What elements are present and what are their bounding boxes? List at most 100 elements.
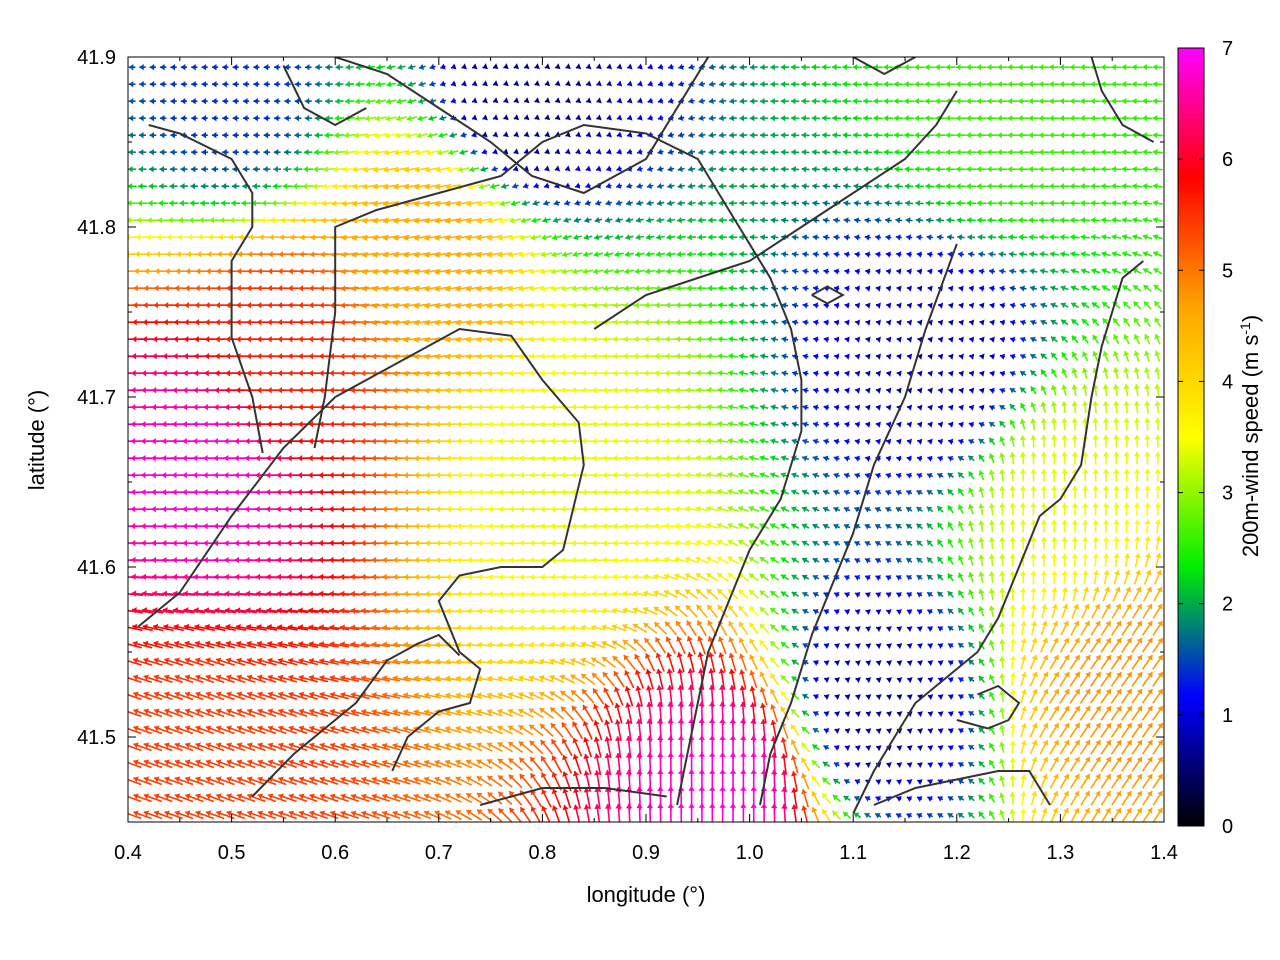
wind-arrow [350,742,370,751]
wind-arrow [1039,773,1049,789]
wind-arrow [1121,773,1133,789]
wind-arrow [1131,790,1143,806]
wind-arrow [927,796,933,802]
wind-arrow [257,793,277,803]
wind-arrow [875,779,882,785]
wind-arrow [133,810,152,820]
wind-arrow [236,793,256,803]
wind-arrow [329,742,349,751]
wind-arrow [164,742,183,752]
wind-arrow [906,762,913,769]
wind-arrow [999,809,1006,821]
wind-arrow [821,777,831,786]
wind-arrow [413,742,432,751]
wind-arrow [413,759,432,768]
wind-arrow [833,761,840,768]
wind-arrow [896,779,903,785]
x-tick-label: 1.1 [839,842,867,864]
wind-arrow [143,793,163,803]
wind-arrow [205,810,225,820]
wind-arrow [444,759,462,769]
wind-arrow [184,742,204,752]
wind-arrow [780,753,788,775]
wind-arrow [864,796,871,802]
wind-arrow [800,741,811,753]
wind-arrow [216,793,235,803]
wind-arrow [319,793,339,803]
wind-arrow [978,760,986,768]
wind-arrow [1059,756,1070,772]
wind-arrow [1121,790,1133,806]
wind-arrow [455,793,473,804]
wind-arrow [205,793,225,803]
wind-arrow [164,759,183,769]
y-tick-label: 41.7 [77,387,116,409]
wind-arrow [821,792,831,804]
x-tick-label: 0.4 [114,842,142,864]
wind-arrow [1030,773,1038,789]
wind-arrow [216,776,235,786]
wind-arrow [174,810,194,820]
wind-arrow [195,810,215,820]
wind-arrow [573,804,581,822]
wind-arrow [1060,790,1070,806]
wind-arrow [1121,756,1133,772]
wind-arrow [540,755,553,773]
wind-arrow [195,776,215,786]
wind-arrow [978,794,986,802]
wind-arrow [288,810,308,820]
wind-arrow [444,793,462,803]
wind-arrow [382,810,401,820]
wind-arrow [444,742,462,751]
wind-arrow [947,812,954,819]
wind-arrow [226,793,246,803]
wind-arrow [486,742,503,752]
wind-arrow [455,742,473,751]
colorbar-tick-label: 5 [1222,260,1233,282]
wind-arrow [226,810,246,820]
wind-arrow [926,813,933,819]
wind-arrow [811,759,821,769]
wind-arrow [1080,807,1091,822]
wind-arrow [583,787,591,810]
wind-arrow [133,759,152,769]
wind-arrow [288,759,308,769]
wind-arrow [978,811,986,820]
wind-arrow [434,759,452,768]
wind-arrow [780,737,788,758]
colorbar-tick-label: 0 [1222,816,1233,838]
wind-arrow [465,759,483,769]
wind-arrow [947,795,954,802]
x-tick-label: 0.7 [425,842,453,864]
wind-arrow [371,742,391,751]
wind-arrow [864,812,872,819]
wind-arrow [906,813,913,819]
wind-arrow [1121,807,1132,822]
wind-arrow [319,776,339,786]
wind-arrow [916,796,923,802]
wind-arrow [957,812,965,819]
wind-arrow [350,759,370,768]
wind-arrow [309,793,329,803]
wind-arrow [811,775,821,788]
wind-arrow [801,788,809,808]
wind-arrow [1100,773,1112,789]
wind-arrow [562,788,572,809]
wind-arrow [530,772,543,790]
wind-arrow [1050,790,1059,806]
wind-arrow [550,738,563,756]
wind-arrow [947,762,954,768]
wind-arrow [465,809,483,821]
wind-arrow [999,758,1006,770]
wind-arrow [205,742,225,752]
wind-arrow [381,742,401,751]
wind-arrow [1080,790,1091,806]
x-tick-label: 0.9 [632,842,660,864]
wind-arrow [1009,809,1016,822]
wind-arrow [350,793,370,802]
wind-arrow [1070,790,1080,806]
wind-arrow [518,757,533,772]
y-tick-label: 41.8 [77,217,116,239]
wind-arrow [329,759,349,768]
